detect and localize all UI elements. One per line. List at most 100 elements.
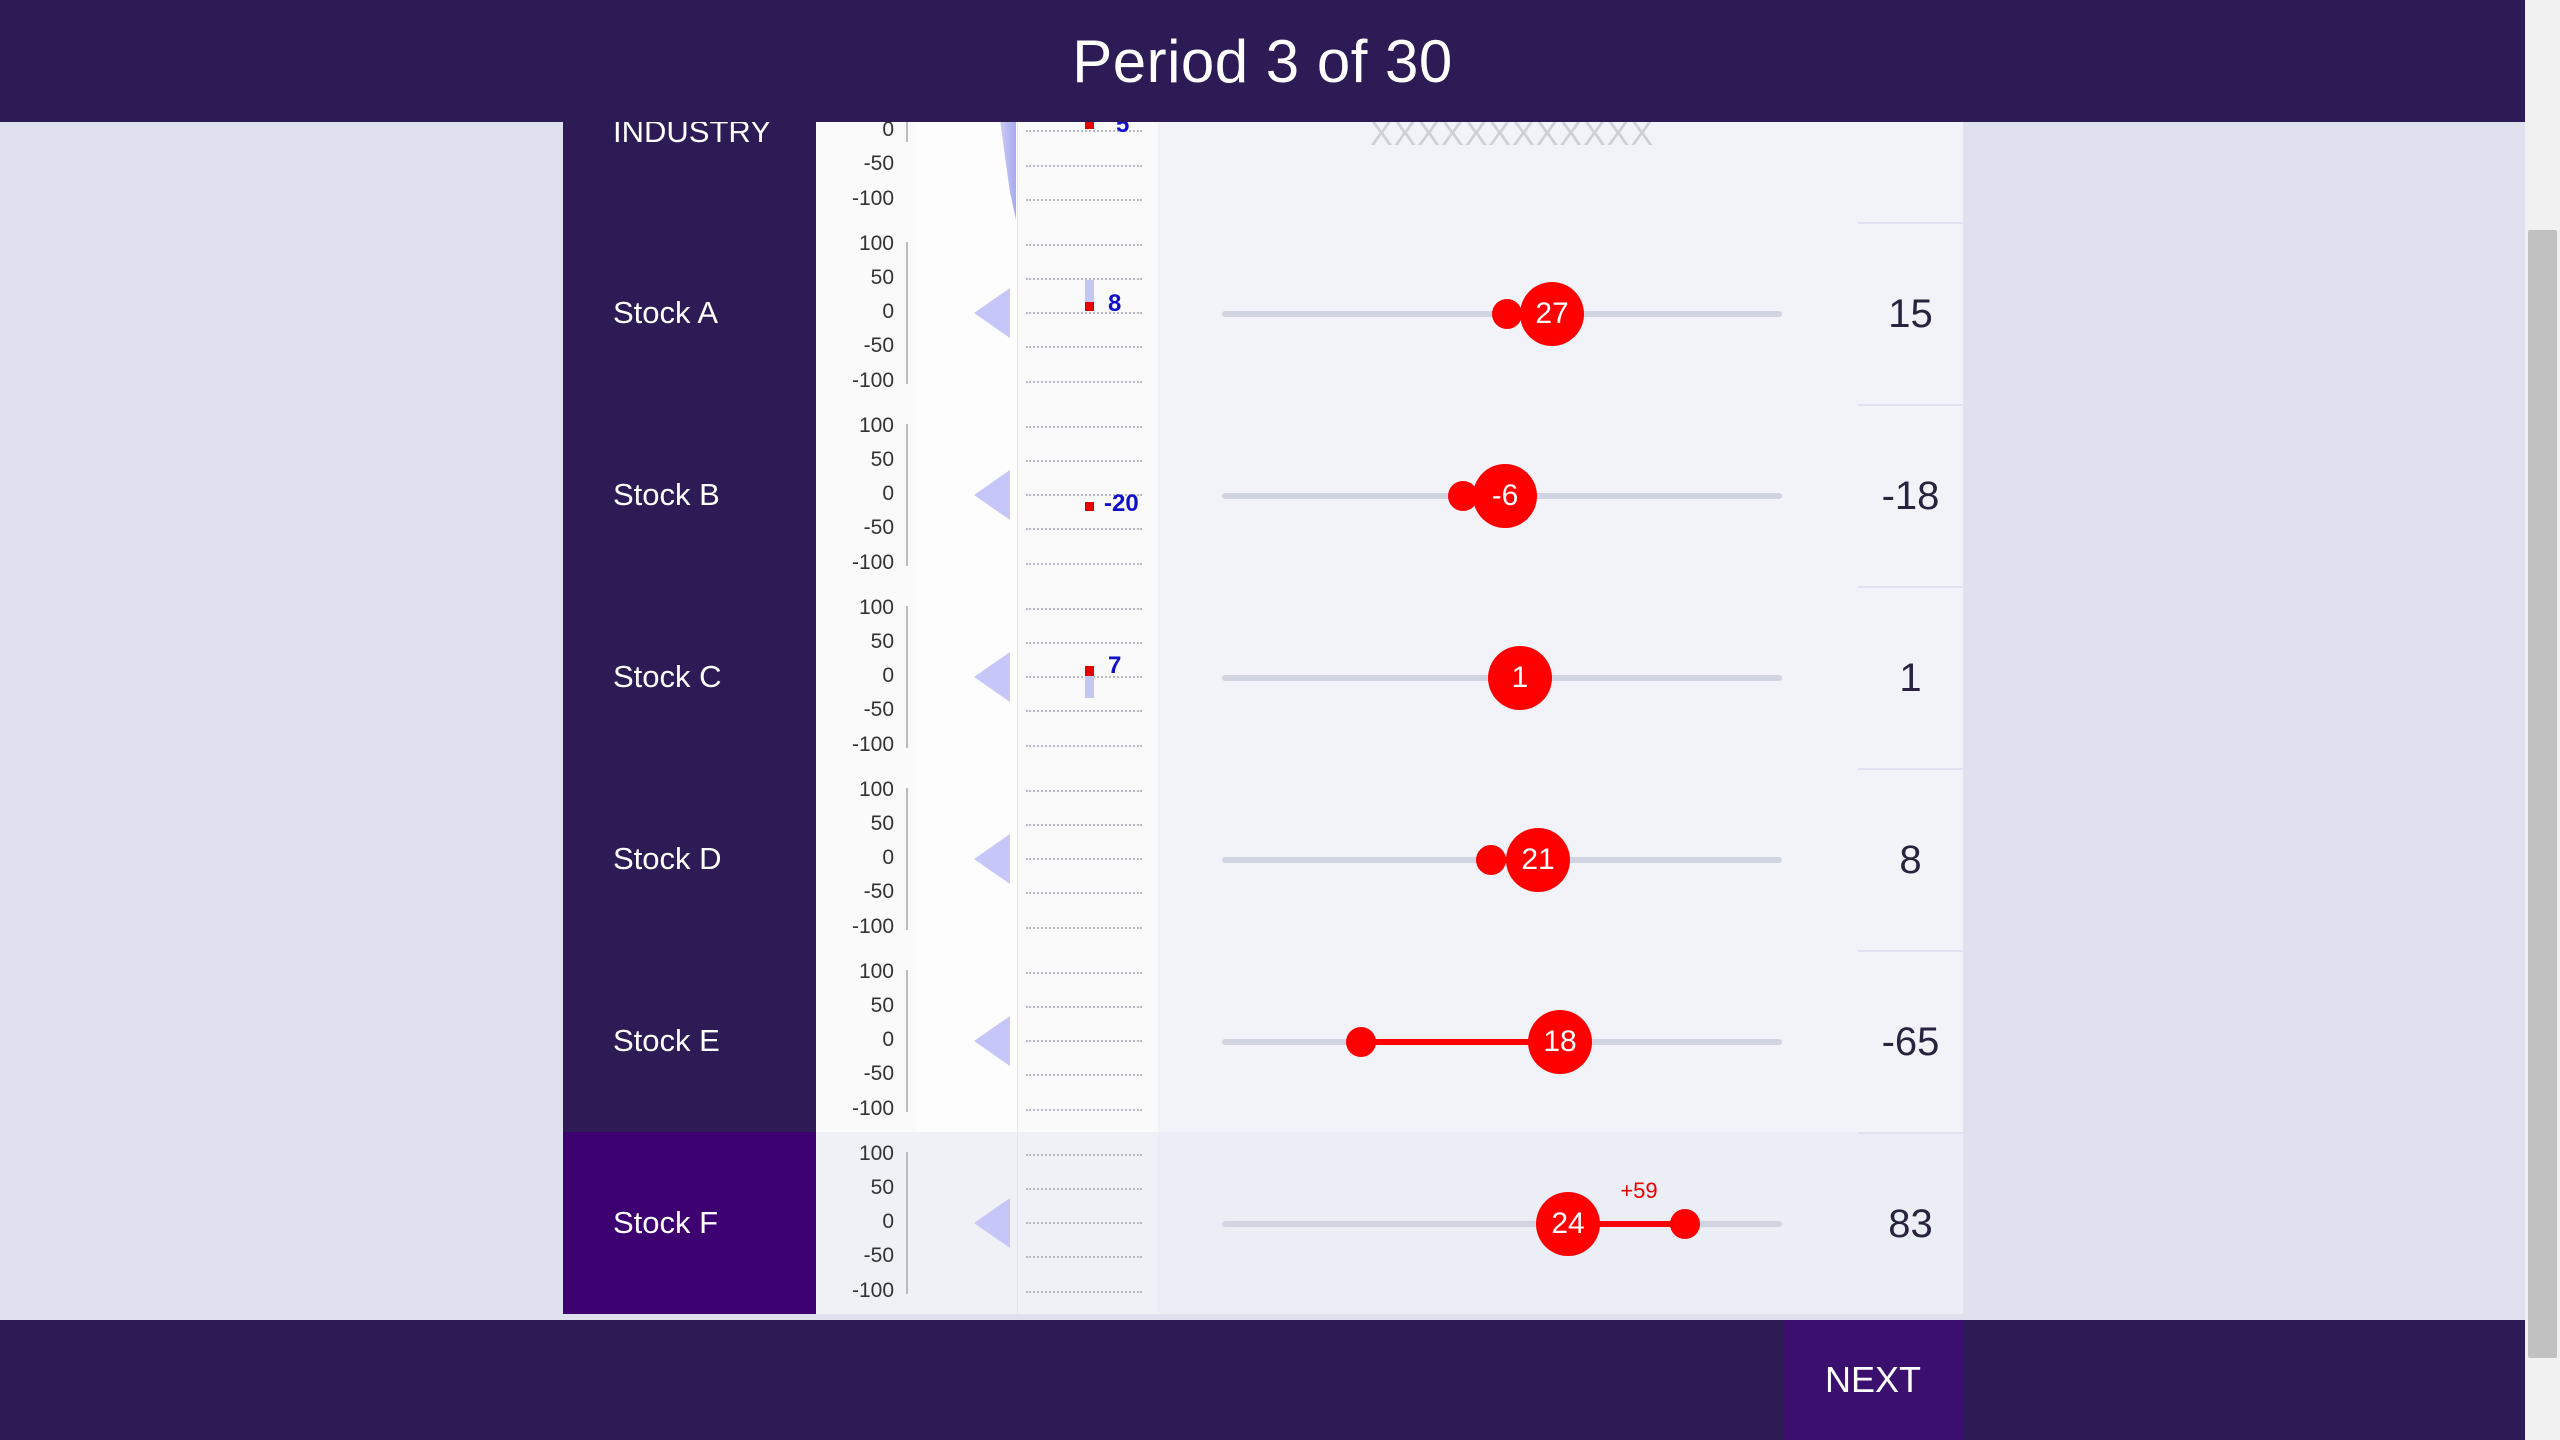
slider-knob[interactable]: 21 xyxy=(1506,828,1570,892)
tick: 100 xyxy=(858,778,894,801)
tick: -50 xyxy=(863,698,894,721)
next-button[interactable]: NEXT xyxy=(1783,1320,1963,1440)
stock-distribution xyxy=(916,222,1018,404)
mini-value: 8 xyxy=(1108,290,1122,317)
range-marker xyxy=(1085,280,1094,310)
stock-slider[interactable]: 24 +59 xyxy=(1158,1132,1858,1314)
distribution-shape xyxy=(974,652,1010,702)
range-marker xyxy=(1085,666,1094,698)
slider-target-dot[interactable] xyxy=(1670,1209,1700,1239)
stock-result: -65 xyxy=(1858,950,1963,1132)
distribution-shape xyxy=(974,1198,1010,1248)
stock-mini-chart: 7 xyxy=(1018,586,1158,768)
distribution-shape xyxy=(974,1016,1010,1066)
stock-mini-chart xyxy=(1018,950,1158,1132)
stock-result: 15 xyxy=(1858,222,1963,404)
stock-row-f[interactable]: Stock F 100 50 0 -50 -100 24 +59 83 xyxy=(563,1132,1963,1314)
stock-axis: 100 50 0 -50 -100 xyxy=(816,586,916,768)
tick: 50 xyxy=(870,630,894,653)
distribution-shape xyxy=(974,288,1010,338)
stock-axis: 100 50 0 -50 -100 xyxy=(816,404,916,586)
distribution-shape xyxy=(1000,120,1016,220)
mini-value: 7 xyxy=(1108,652,1122,679)
tick: 0 xyxy=(882,482,894,505)
tick: 100 xyxy=(858,1142,894,1165)
stock-result: 8 xyxy=(1858,768,1963,950)
stock-slider[interactable]: -6 xyxy=(1158,404,1858,586)
footer-bar: NEXT xyxy=(0,1320,2525,1440)
stock-distribution xyxy=(916,950,1018,1132)
stock-mini-chart: 8 xyxy=(1018,222,1158,404)
slider-fill xyxy=(1361,1039,1529,1045)
stock-label: Stock F xyxy=(563,1132,816,1314)
stock-row-a[interactable]: Stock A 100 50 0 -50 -100 8 27 15 xyxy=(563,222,1963,404)
slider-track[interactable] xyxy=(1222,1221,1782,1227)
slider-knob[interactable]: 24 xyxy=(1536,1192,1600,1256)
stock-row-e[interactable]: Stock E 100 50 0 -50 -100 18 -65 xyxy=(563,950,1963,1132)
value-marker xyxy=(1085,502,1094,511)
stock-result: 83 xyxy=(1858,1132,1963,1314)
tick: -100 xyxy=(851,187,894,210)
stock-row-c[interactable]: Stock C 100 50 0 -50 -100 7 1 1 xyxy=(563,586,1963,768)
stock-distribution xyxy=(916,1132,1018,1314)
stock-row-b[interactable]: Stock B 100 50 0 -50 -100 -20 -6 -18 xyxy=(563,404,1963,586)
stock-axis: 100 50 0 -50 -100 xyxy=(816,950,916,1132)
stock-axis: 100 50 0 -50 -100 xyxy=(816,222,916,404)
stock-axis: 100 50 0 -50 -100 xyxy=(816,1132,916,1314)
tick: -50 xyxy=(863,516,894,539)
tick: -100 xyxy=(851,733,894,756)
stock-distribution xyxy=(916,586,1018,768)
tick: -100 xyxy=(851,369,894,392)
slider-delta-label: +59 xyxy=(1620,1178,1658,1203)
tick: 100 xyxy=(858,596,894,619)
tick: 50 xyxy=(870,1176,894,1199)
tick: 50 xyxy=(870,266,894,289)
stock-result: -18 xyxy=(1858,404,1963,586)
tick: 50 xyxy=(870,812,894,835)
tick: 100 xyxy=(858,414,894,437)
scrollbar-thumb[interactable] xyxy=(2528,230,2557,1358)
stock-mini-chart xyxy=(1018,1132,1158,1314)
stock-label: Stock C xyxy=(563,586,816,768)
tick: -50 xyxy=(863,334,894,357)
stock-label: Stock B xyxy=(563,404,816,586)
tick: 0 xyxy=(882,846,894,869)
stock-slider[interactable]: 1 xyxy=(1158,586,1858,768)
stock-distribution xyxy=(916,404,1018,586)
slider-knob[interactable]: 18 xyxy=(1528,1010,1592,1074)
tick: -100 xyxy=(851,915,894,938)
tick: -50 xyxy=(863,1244,894,1267)
value-marker xyxy=(1085,120,1094,129)
tick: 0 xyxy=(882,1028,894,1051)
tick: -50 xyxy=(863,880,894,903)
tick: 100 xyxy=(858,232,894,255)
slider-start-dot[interactable] xyxy=(1492,299,1522,329)
tick: 50 xyxy=(870,448,894,471)
stock-slider[interactable]: 18 xyxy=(1158,950,1858,1132)
slider-fill xyxy=(1578,1221,1686,1227)
stock-slider[interactable]: 27 xyxy=(1158,222,1858,404)
stock-slider[interactable]: 21 xyxy=(1158,768,1858,950)
distribution-shape xyxy=(974,834,1010,884)
tick: -100 xyxy=(851,1097,894,1120)
distribution-shape xyxy=(974,470,1010,520)
tick: -100 xyxy=(851,551,894,574)
tick: 0 xyxy=(882,118,894,141)
tick: -50 xyxy=(863,1062,894,1085)
slider-knob[interactable]: -6 xyxy=(1473,464,1537,528)
stock-mini-chart: -20 xyxy=(1018,404,1158,586)
mini-value: -20 xyxy=(1104,490,1139,517)
slider-knob[interactable]: 1 xyxy=(1488,646,1552,710)
tick: -50 xyxy=(863,152,894,175)
stock-panel: INDUSTRY 0 -50 -100 5 XXXXXXXXXXXX Stock… xyxy=(563,0,1963,1320)
stock-label: Stock E xyxy=(563,950,816,1132)
stock-row-d[interactable]: Stock D 100 50 0 -50 -100 21 8 xyxy=(563,768,1963,950)
tick: 50 xyxy=(870,994,894,1017)
slider-start-dot[interactable] xyxy=(1346,1027,1376,1057)
stock-label: Stock A xyxy=(563,222,816,404)
tick: 0 xyxy=(882,300,894,323)
slider-knob[interactable]: 27 xyxy=(1520,282,1584,346)
slider-start-dot[interactable] xyxy=(1476,845,1506,875)
period-title: Period 3 of 30 xyxy=(1072,27,1453,95)
value-marker xyxy=(1085,666,1094,676)
